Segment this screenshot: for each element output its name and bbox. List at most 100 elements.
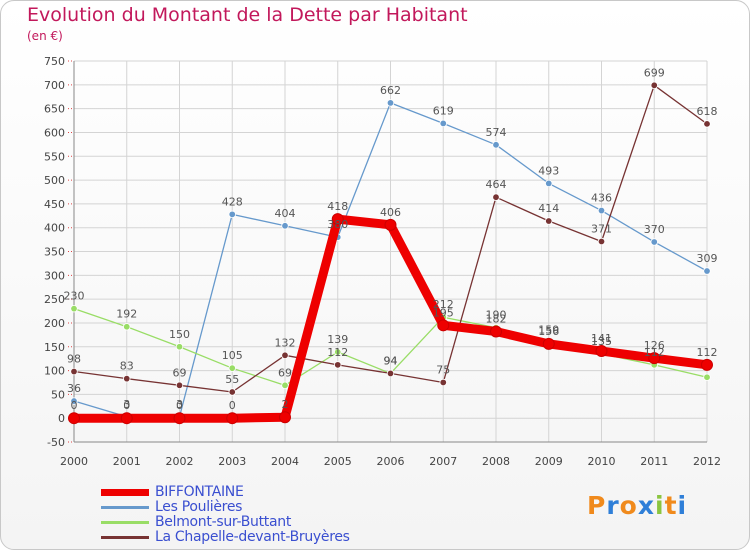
y-tick-label: 250 — [44, 293, 65, 306]
data-label: 195 — [433, 306, 454, 319]
data-label: 3 — [123, 398, 130, 411]
data-label: 428 — [222, 195, 243, 208]
data-point — [703, 373, 711, 381]
data-label: 98 — [67, 353, 81, 366]
logo-letter: x — [637, 491, 655, 520]
data-point — [650, 238, 658, 246]
legend-swatch — [101, 536, 149, 539]
data-label: 0 — [176, 399, 183, 412]
data-label: 112 — [697, 346, 718, 359]
y-tick-label: 300 — [44, 269, 65, 282]
x-tick-label: 2004 — [271, 455, 299, 468]
data-point — [173, 412, 186, 425]
data-point — [279, 411, 291, 424]
data-point — [545, 179, 553, 188]
data-point — [334, 348, 342, 356]
data-point — [597, 237, 606, 246]
data-label: 0 — [229, 399, 236, 412]
x-tick-label: 2000 — [60, 455, 88, 468]
y-tick-label: 100 — [44, 365, 65, 378]
legend-swatch — [101, 521, 149, 524]
data-point — [384, 218, 397, 231]
data-point — [175, 343, 184, 351]
logo-letter: o — [619, 491, 638, 520]
x-tick-label: 2008 — [482, 455, 510, 468]
data-label: 3 — [176, 398, 183, 411]
data-label: 150 — [169, 328, 190, 341]
y-tick-label: 550 — [44, 150, 65, 163]
data-label: 83 — [120, 360, 134, 373]
legend-swatch — [101, 489, 149, 496]
data-point — [123, 323, 131, 331]
data-label: 371 — [591, 222, 612, 235]
data-label: 94 — [384, 354, 398, 367]
y-tick-label: 50 — [51, 388, 65, 401]
y-tick-label: 500 — [44, 174, 65, 187]
data-label: 699 — [644, 66, 665, 79]
data-label: 662 — [380, 84, 401, 97]
data-point — [545, 217, 553, 225]
data-label: 139 — [327, 333, 348, 346]
y-tick-label: 600 — [44, 126, 65, 139]
data-point — [281, 351, 289, 360]
x-tick-label: 2009 — [535, 455, 563, 468]
data-label: 212 — [433, 298, 454, 311]
legend-label: La Chapelle-devant-Bruyères — [155, 529, 350, 545]
data-point — [175, 381, 184, 390]
data-point — [703, 267, 711, 275]
legend-label: Belmont-sur-Buttant — [155, 514, 292, 530]
y-tick-label: 700 — [44, 79, 65, 92]
data-label: 404 — [275, 207, 296, 220]
data-label: 36 — [67, 382, 81, 395]
y-tick-label: 350 — [44, 246, 65, 259]
data-point — [595, 345, 608, 358]
data-label: 418 — [327, 200, 348, 213]
data-point — [703, 120, 711, 128]
data-point — [120, 412, 133, 425]
data-label: 141 — [591, 332, 612, 345]
data-point — [334, 361, 342, 369]
chart-title: Evolution du Montant de la Dette par Hab… — [27, 4, 468, 26]
data-label: 126 — [644, 339, 665, 352]
y-tick-label: 0 — [58, 412, 65, 425]
data-label: 112 — [644, 346, 665, 359]
data-label: 135 — [591, 335, 612, 348]
x-tick-label: 2012 — [693, 455, 721, 468]
data-label: 618 — [697, 105, 718, 118]
data-point — [437, 319, 450, 332]
logo-letter: P — [587, 491, 607, 520]
data-label: 309 — [697, 252, 718, 265]
data-point — [439, 119, 447, 128]
data-point — [70, 397, 78, 405]
data-point — [68, 412, 80, 425]
data-label: 55 — [225, 373, 239, 386]
data-label: 493 — [538, 164, 559, 177]
data-point — [228, 364, 236, 372]
logo-letter: i — [655, 491, 665, 520]
data-point — [386, 99, 395, 107]
data-point — [492, 193, 500, 201]
chart-unit: (en €) — [27, 29, 63, 43]
data-label: 414 — [538, 202, 559, 215]
data-point — [228, 210, 236, 219]
legend-label: BIFFONTAINE — [155, 484, 244, 500]
logo-letter: i — [677, 491, 688, 520]
x-tick-label: 2011 — [640, 455, 668, 468]
data-point — [123, 374, 131, 383]
data-point — [492, 141, 500, 149]
y-tick-label: 450 — [44, 198, 65, 211]
data-label: 159 — [538, 323, 559, 336]
data-label: 69 — [278, 366, 292, 379]
data-point — [650, 81, 658, 89]
data-label: 619 — [433, 104, 454, 117]
data-point — [281, 222, 289, 230]
data-point — [228, 388, 236, 396]
data-label: 192 — [116, 308, 137, 321]
y-tick-label: 200 — [44, 317, 65, 330]
data-label: 0 — [123, 399, 130, 412]
data-point — [70, 304, 78, 313]
data-label: 132 — [275, 336, 296, 349]
x-tick-label: 2003 — [218, 455, 246, 468]
data-label: 2 — [282, 398, 289, 411]
x-tick-label: 2007 — [429, 455, 457, 468]
